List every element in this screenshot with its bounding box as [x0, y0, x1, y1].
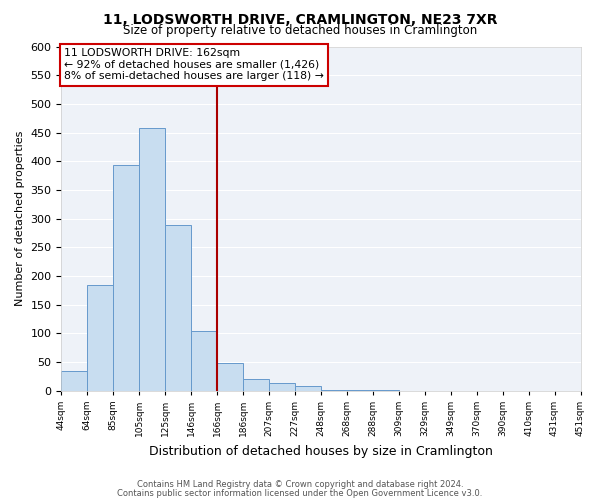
Bar — [243, 378, 269, 391]
Bar — [295, 386, 321, 391]
Bar — [139, 128, 165, 391]
Bar — [373, 390, 399, 391]
Bar — [165, 225, 191, 391]
Bar — [321, 390, 347, 391]
Bar — [347, 390, 373, 391]
Bar — [191, 330, 217, 391]
Text: Contains public sector information licensed under the Open Government Licence v3: Contains public sector information licen… — [118, 488, 482, 498]
Y-axis label: Number of detached properties: Number of detached properties — [15, 131, 25, 306]
Bar — [61, 370, 88, 391]
Text: 11, LODSWORTH DRIVE, CRAMLINGTON, NE23 7XR: 11, LODSWORTH DRIVE, CRAMLINGTON, NE23 7… — [103, 12, 497, 26]
Text: 11 LODSWORTH DRIVE: 162sqm
← 92% of detached houses are smaller (1,426)
8% of se: 11 LODSWORTH DRIVE: 162sqm ← 92% of deta… — [64, 48, 324, 82]
Bar — [113, 166, 139, 391]
Text: Contains HM Land Registry data © Crown copyright and database right 2024.: Contains HM Land Registry data © Crown c… — [137, 480, 463, 489]
Bar — [217, 363, 243, 391]
Bar — [88, 284, 113, 391]
Bar — [269, 382, 295, 391]
X-axis label: Distribution of detached houses by size in Cramlington: Distribution of detached houses by size … — [149, 444, 493, 458]
Text: Size of property relative to detached houses in Cramlington: Size of property relative to detached ho… — [123, 24, 477, 37]
